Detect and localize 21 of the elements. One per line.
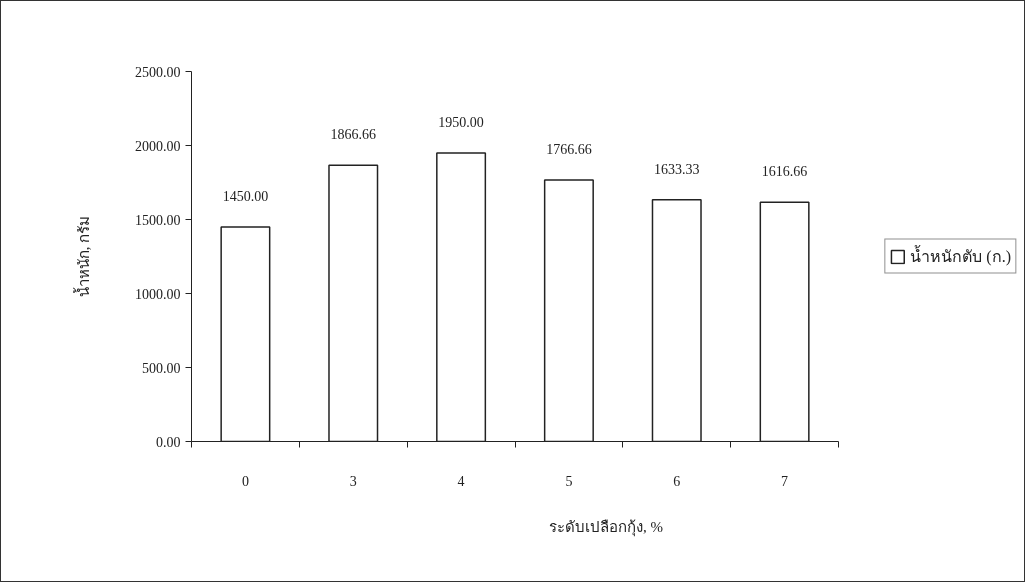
legend-label: น้ำหนักตับ (ก.) [910, 244, 1011, 268]
y-tick-label: 1500.00 [135, 212, 181, 228]
x-tick-label: 7 [781, 473, 789, 489]
data-label: 1866.66 [330, 127, 376, 143]
x-tick-label: 5 [565, 473, 573, 489]
y-tick-label: 1000.00 [135, 286, 181, 302]
y-tick-label: 2000.00 [135, 138, 181, 154]
data-label: 1633.33 [654, 161, 700, 177]
data-label: 1950.00 [438, 114, 484, 130]
x-tick-label: 6 [673, 473, 681, 489]
data-label: 1766.66 [546, 142, 592, 158]
y-tick-label: 500.00 [142, 360, 181, 376]
data-label: 1450.00 [222, 188, 269, 204]
x-tick-label: 4 [457, 473, 465, 489]
data-label: 1616.66 [761, 164, 808, 180]
y-axis-title: น้ำหนัก, กรัม [73, 215, 92, 298]
x-tick-label: 0 [241, 473, 249, 489]
x-axis-title: ระดับเปลือกกุ้ง, % [549, 518, 663, 537]
y-tick-label: 2500.00 [135, 64, 181, 80]
x-tick-label: 3 [349, 473, 357, 489]
y-tick-label: 0.00 [156, 434, 181, 450]
